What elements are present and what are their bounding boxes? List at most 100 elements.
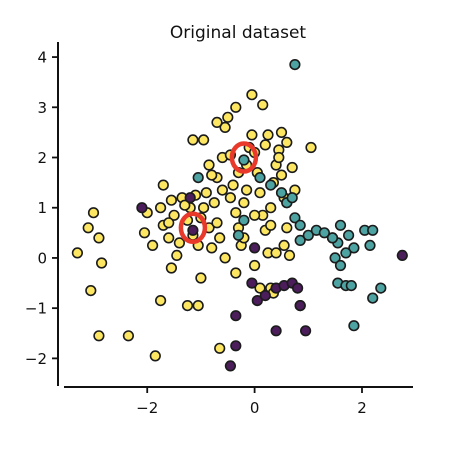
data-point-purple	[249, 242, 261, 254]
highlight-ring	[229, 141, 259, 174]
data-point-yellow	[273, 151, 285, 164]
y-tick-label: 3	[37, 99, 47, 117]
data-point-yellow	[265, 219, 277, 231]
data-point-yellow	[216, 184, 228, 196]
data-point-yellow	[208, 197, 220, 209]
data-point-yellow	[219, 252, 231, 264]
highlight-ring	[178, 211, 208, 245]
data-point-yellow	[246, 89, 258, 101]
data-point-purple	[251, 295, 263, 307]
data-point-yellow	[254, 282, 266, 294]
data-point-teal	[348, 242, 360, 254]
data-point-yellow	[163, 217, 175, 229]
data-point-yellow	[224, 192, 236, 204]
y-tick-label: −1	[25, 300, 47, 318]
data-point-yellow	[71, 247, 83, 259]
data-point-yellow	[138, 227, 151, 239]
data-point-teal	[289, 212, 301, 224]
data-point-teal	[192, 172, 204, 184]
data-point-teal	[367, 224, 379, 236]
data-point-yellow	[230, 267, 242, 279]
chart-title: Original dataset	[170, 23, 307, 43]
data-point-purple	[396, 249, 408, 261]
data-point-teal	[302, 229, 314, 241]
data-point-yellow	[283, 249, 296, 261]
data-point-yellow	[275, 126, 288, 138]
data-point-yellow	[149, 350, 161, 362]
data-point-teal	[275, 187, 288, 199]
data-point-yellow	[198, 134, 210, 146]
x-ticks: −2 0 2	[136, 387, 367, 417]
data-point-yellow	[85, 285, 97, 297]
data-point-teal	[286, 192, 298, 204]
data-point-teal	[294, 219, 306, 231]
data-point-yellow	[206, 242, 218, 254]
data-point-yellow	[171, 249, 183, 261]
data-point-yellow	[157, 179, 169, 191]
data-point-yellow	[249, 259, 261, 272]
highlight-layer	[178, 141, 259, 245]
data-point-purple	[300, 325, 312, 337]
points-layer	[71, 58, 408, 372]
data-point-yellow	[200, 187, 212, 199]
data-point-purple	[136, 202, 148, 214]
data-point-teal	[232, 229, 245, 241]
data-point-yellow	[192, 300, 204, 312]
data-point-teal	[334, 219, 347, 231]
data-point-yellow	[219, 121, 231, 133]
data-point-yellow	[214, 232, 226, 244]
data-point-teal	[254, 172, 266, 184]
data-point-yellow	[173, 237, 185, 249]
data-point-yellow	[305, 141, 317, 154]
data-point-teal	[289, 58, 301, 71]
data-point-yellow	[246, 129, 258, 141]
data-point-teal	[340, 247, 352, 259]
data-point-yellow	[214, 342, 226, 354]
data-point-yellow	[249, 209, 261, 221]
data-point-purple	[294, 300, 306, 312]
y-tick-label: −2	[25, 350, 47, 368]
data-point-teal	[238, 154, 250, 166]
data-point-yellow	[93, 330, 105, 342]
data-point-teal	[294, 234, 306, 246]
data-point-teal	[367, 292, 379, 304]
data-point-purple	[230, 340, 242, 352]
data-point-yellow	[122, 330, 134, 342]
data-point-purple	[184, 192, 196, 204]
data-point-purple	[259, 290, 271, 302]
data-point-purple	[270, 325, 282, 337]
data-point-teal	[326, 232, 339, 244]
data-point-teal	[343, 229, 355, 241]
data-point-yellow	[195, 272, 207, 284]
data-point-yellow	[165, 194, 177, 206]
data-point-yellow	[165, 262, 177, 274]
data-point-yellow	[230, 101, 242, 113]
data-point-yellow	[147, 239, 159, 251]
y-tick-label: 0	[37, 249, 47, 267]
data-point-purple	[224, 360, 236, 372]
data-point-teal	[375, 282, 387, 294]
x-tick-label: −2	[136, 399, 158, 417]
data-point-teal	[238, 214, 250, 226]
data-point-yellow	[203, 159, 215, 171]
data-point-yellow	[281, 222, 293, 234]
data-point-yellow	[265, 202, 277, 214]
data-point-purple	[187, 224, 199, 236]
data-point-yellow	[179, 199, 191, 211]
data-point-yellow	[222, 111, 234, 123]
data-point-teal	[334, 259, 347, 272]
data-point-yellow	[181, 300, 194, 312]
data-point-yellow	[230, 207, 242, 219]
data-point-yellow	[257, 99, 269, 111]
data-point-yellow	[241, 184, 253, 196]
data-point-yellow	[155, 202, 167, 214]
data-point-teal	[265, 179, 277, 191]
data-point-teal	[345, 280, 357, 292]
data-point-yellow	[82, 222, 94, 234]
data-point-purple	[230, 310, 242, 322]
y-tick-label: 2	[37, 149, 47, 167]
data-point-yellow	[155, 295, 167, 307]
data-point-yellow	[254, 187, 266, 199]
y-ticks: −2 −1 0 1 2 3 4	[25, 49, 58, 368]
